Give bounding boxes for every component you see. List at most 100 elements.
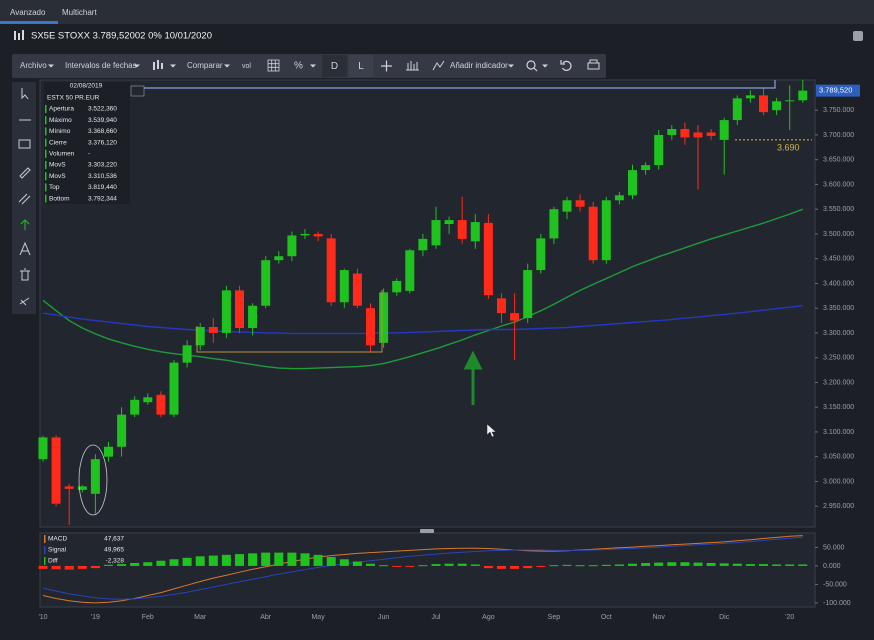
histogram-bar: [392, 565, 402, 567]
histogram-bar: [300, 553, 310, 566]
pencil-tool[interactable]: [19, 167, 31, 179]
y-tick-label: 3.700.000: [823, 132, 854, 139]
info-value: 3.792,344: [88, 195, 117, 202]
refresh-icon[interactable]: [560, 60, 572, 71]
indicator-icon[interactable]: [432, 60, 445, 71]
toolbar-button[interactable]: Archivo: [20, 61, 47, 70]
histogram-bar: [601, 564, 611, 566]
tab[interactable]: Multichart: [62, 8, 97, 17]
candle-body: [772, 101, 782, 111]
histogram-bar: [680, 562, 690, 566]
chart-type-icon[interactable]: [153, 60, 163, 70]
toolbar-button[interactable]: D: [331, 61, 338, 72]
dropdown-arrow: [224, 64, 230, 68]
arrow-tool[interactable]: [20, 219, 30, 230]
candle-body: [208, 327, 218, 333]
histogram-bar: [117, 564, 127, 566]
drawing-toolbar: [12, 82, 36, 314]
legend-value: -2,328: [106, 558, 125, 565]
y-tick-label: 3.300.000: [823, 330, 854, 337]
candle-body: [641, 165, 651, 171]
pointer-tool[interactable]: [21, 88, 29, 100]
x-tick-label: '10: [38, 614, 47, 621]
y-tick-label: 2.950.000: [823, 503, 854, 510]
candle-body: [261, 260, 271, 306]
x-tick-label: Abr: [260, 614, 272, 621]
y-tick-label: -50.000: [823, 581, 847, 588]
info-value: 3.539,940: [88, 117, 117, 124]
histogram-bar: [156, 560, 166, 566]
x-tick-label: Sep: [548, 614, 561, 621]
info-label: Mínimo: [49, 128, 71, 135]
candle-body: [483, 222, 493, 296]
toolbar-toggle[interactable]: [322, 55, 347, 77]
tab-bar: [0, 0, 874, 24]
crosshair-icon[interactable]: [381, 60, 392, 72]
histogram-bar: [90, 565, 100, 569]
menu-icon[interactable]: [853, 31, 863, 41]
histogram-bar: [208, 555, 218, 566]
ellipse-drawing: [78, 444, 108, 516]
toolbar-button[interactable]: Añadir indicador: [450, 61, 508, 70]
print-icon[interactable]: [587, 59, 600, 70]
histogram-bar: [339, 559, 349, 566]
histogram-bar: [562, 564, 572, 566]
toolbar-button[interactable]: vol: [242, 63, 251, 70]
candle-body: [130, 399, 140, 415]
histogram-bar: [405, 565, 415, 567]
panel-splitter[interactable]: [420, 529, 434, 533]
candle-body: [64, 486, 74, 489]
grid-icon[interactable]: [267, 59, 280, 72]
histogram-bar: [235, 554, 244, 566]
histogram-bar: [588, 565, 598, 567]
moving-average: [42, 208, 804, 370]
info-swatch: [45, 138, 47, 147]
histogram-bar: [352, 561, 362, 566]
text-tool[interactable]: [19, 241, 31, 256]
arrow-drawing: [463, 350, 483, 405]
histogram-bar: [510, 565, 520, 569]
info-label: Volumen: [49, 151, 75, 158]
rectangle-tool[interactable]: [18, 139, 31, 149]
histogram-bar: [549, 565, 559, 567]
volume-icon[interactable]: [406, 61, 419, 71]
candle-body: [654, 134, 664, 166]
candle-body: [497, 298, 506, 314]
tab[interactable]: Avanzado: [10, 8, 46, 17]
candle-body: [470, 222, 480, 242]
candle-body: [51, 437, 61, 504]
info-label: MovS: [49, 173, 66, 180]
delete-tool[interactable]: [20, 268, 30, 281]
range-line: [137, 80, 776, 89]
candle-body: [326, 238, 336, 303]
info-swatch: [45, 149, 47, 158]
histogram-bar: [628, 563, 637, 566]
candle-body: [366, 308, 375, 346]
zoom-icon[interactable]: [526, 60, 538, 72]
histogram-bar: [706, 562, 716, 566]
histogram-bar: [130, 562, 140, 566]
toolbar-button[interactable]: %: [294, 61, 303, 72]
candle-body: [431, 220, 441, 246]
y-tick-label: 3.400.000: [823, 280, 854, 287]
toolbar-button[interactable]: Comparar: [187, 61, 223, 70]
info-label: Cierre: [49, 139, 67, 146]
x-tick-label: Mar: [194, 614, 207, 621]
dropdown-arrow: [134, 64, 140, 68]
candle-body: [274, 256, 284, 261]
y-tick-label: 3.600.000: [823, 181, 854, 188]
dropdown-arrow: [310, 64, 316, 68]
channel-tool[interactable]: [18, 193, 31, 205]
toolbar-button[interactable]: Intervalos de fechas: [65, 61, 137, 70]
histogram-bar: [379, 565, 389, 567]
indicator-line: [42, 535, 803, 604]
measure-tool[interactable]: [19, 297, 30, 306]
y-tick-label: 3.250.000: [823, 355, 854, 362]
toolbar-button[interactable]: L: [358, 61, 364, 72]
candle-body: [667, 129, 677, 135]
toolbar-toggle[interactable]: [349, 55, 373, 77]
dropdown-arrow: [170, 64, 176, 68]
legend-swatch: [44, 535, 46, 543]
y-tick-label: 3.050.000: [823, 454, 854, 461]
